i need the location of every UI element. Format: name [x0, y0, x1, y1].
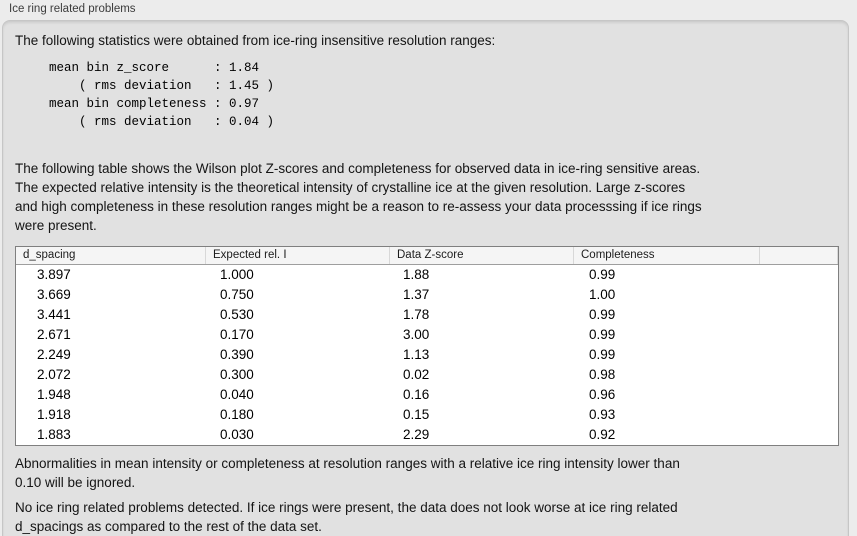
cell-data-z-score: 2.29 — [403, 427, 430, 442]
cell-expected-rel-i: 0.040 — [220, 387, 254, 402]
cell-d-spacing: 3.441 — [37, 307, 71, 322]
cell-expected-rel-i: 0.030 — [220, 427, 254, 442]
cell-d-spacing: 3.897 — [37, 267, 71, 282]
ignore-note-text: Abnormalities in mean intensity or compl… — [15, 456, 680, 490]
cell-d-spacing: 3.669 — [37, 287, 71, 302]
cell-data-z-score: 0.02 — [403, 367, 430, 382]
table-row[interactable]: 2.249 0.390 1.13 0.99 — [16, 345, 838, 365]
conclusion-text: No ice ring related problems detected. I… — [15, 500, 678, 534]
column-header-expected-rel-i[interactable]: Expected rel. I — [206, 247, 390, 264]
cell-d-spacing: 2.249 — [37, 347, 71, 362]
cell-completeness: 0.99 — [589, 327, 616, 342]
cell-completeness: 0.99 — [589, 267, 616, 282]
panel-title: Ice ring related problems — [9, 3, 136, 15]
cell-data-z-score: 1.13 — [403, 347, 430, 362]
table-row[interactable]: 2.671 0.170 3.00 0.99 — [16, 325, 838, 345]
cell-expected-rel-i: 0.180 — [220, 407, 254, 422]
cell-d-spacing: 2.671 — [37, 327, 71, 342]
cell-data-z-score: 3.00 — [403, 327, 430, 342]
cell-completeness: 0.96 — [589, 387, 616, 402]
table-row[interactable]: 1.883 0.030 2.29 0.92 — [16, 425, 838, 445]
cell-expected-rel-i: 0.750 — [220, 287, 254, 302]
cell-completeness: 0.93 — [589, 407, 616, 422]
cell-d-spacing: 1.918 — [37, 407, 71, 422]
cell-expected-rel-i: 1.000 — [220, 267, 254, 282]
ice-ring-table: d_spacing Expected rel. I Data Z-score C… — [15, 246, 839, 446]
table-row[interactable]: 1.948 0.040 0.16 0.96 — [16, 385, 838, 405]
cell-completeness: 0.98 — [589, 367, 616, 382]
cell-completeness: 1.00 — [589, 287, 616, 302]
cell-completeness: 0.99 — [589, 347, 616, 362]
cell-expected-rel-i: 0.530 — [220, 307, 254, 322]
cell-data-z-score: 0.15 — [403, 407, 430, 422]
stats-block: mean bin z_score : 1.84 ( rms deviation … — [49, 61, 275, 129]
cell-expected-rel-i: 0.300 — [220, 367, 254, 382]
cell-data-z-score: 0.16 — [403, 387, 430, 402]
table-row[interactable]: 3.441 0.530 1.78 0.99 — [16, 305, 838, 325]
table-description: The following table shows the Wilson plo… — [15, 161, 702, 233]
ice-ring-group-box: The following statistics were obtained f… — [2, 20, 849, 536]
column-header-data-z-score[interactable]: Data Z-score — [390, 247, 574, 264]
cell-data-z-score: 1.88 — [403, 267, 430, 282]
column-header-completeness[interactable]: Completeness — [574, 247, 760, 264]
cell-d-spacing: 1.948 — [37, 387, 71, 402]
cell-d-spacing: 2.072 — [37, 367, 71, 382]
table-row[interactable]: 2.072 0.300 0.02 0.98 — [16, 365, 838, 385]
table-row[interactable]: 3.897 1.000 1.88 0.99 — [16, 265, 838, 285]
cell-completeness: 0.99 — [589, 307, 616, 322]
cell-expected-rel-i: 0.390 — [220, 347, 254, 362]
cell-data-z-score: 1.37 — [403, 287, 430, 302]
table-row[interactable]: 3.669 0.750 1.37 1.00 — [16, 285, 838, 305]
column-header-spacer — [760, 247, 838, 264]
cell-completeness: 0.92 — [589, 427, 616, 442]
table-row[interactable]: 1.918 0.180 0.15 0.93 — [16, 405, 838, 425]
cell-data-z-score: 1.78 — [403, 307, 430, 322]
cell-d-spacing: 1.883 — [37, 427, 71, 442]
column-header-d-spacing[interactable]: d_spacing — [16, 247, 206, 264]
intro-text: The following statistics were obtained f… — [15, 33, 496, 48]
cell-expected-rel-i: 0.170 — [220, 327, 254, 342]
table-header-row: d_spacing Expected rel. I Data Z-score C… — [16, 247, 838, 265]
